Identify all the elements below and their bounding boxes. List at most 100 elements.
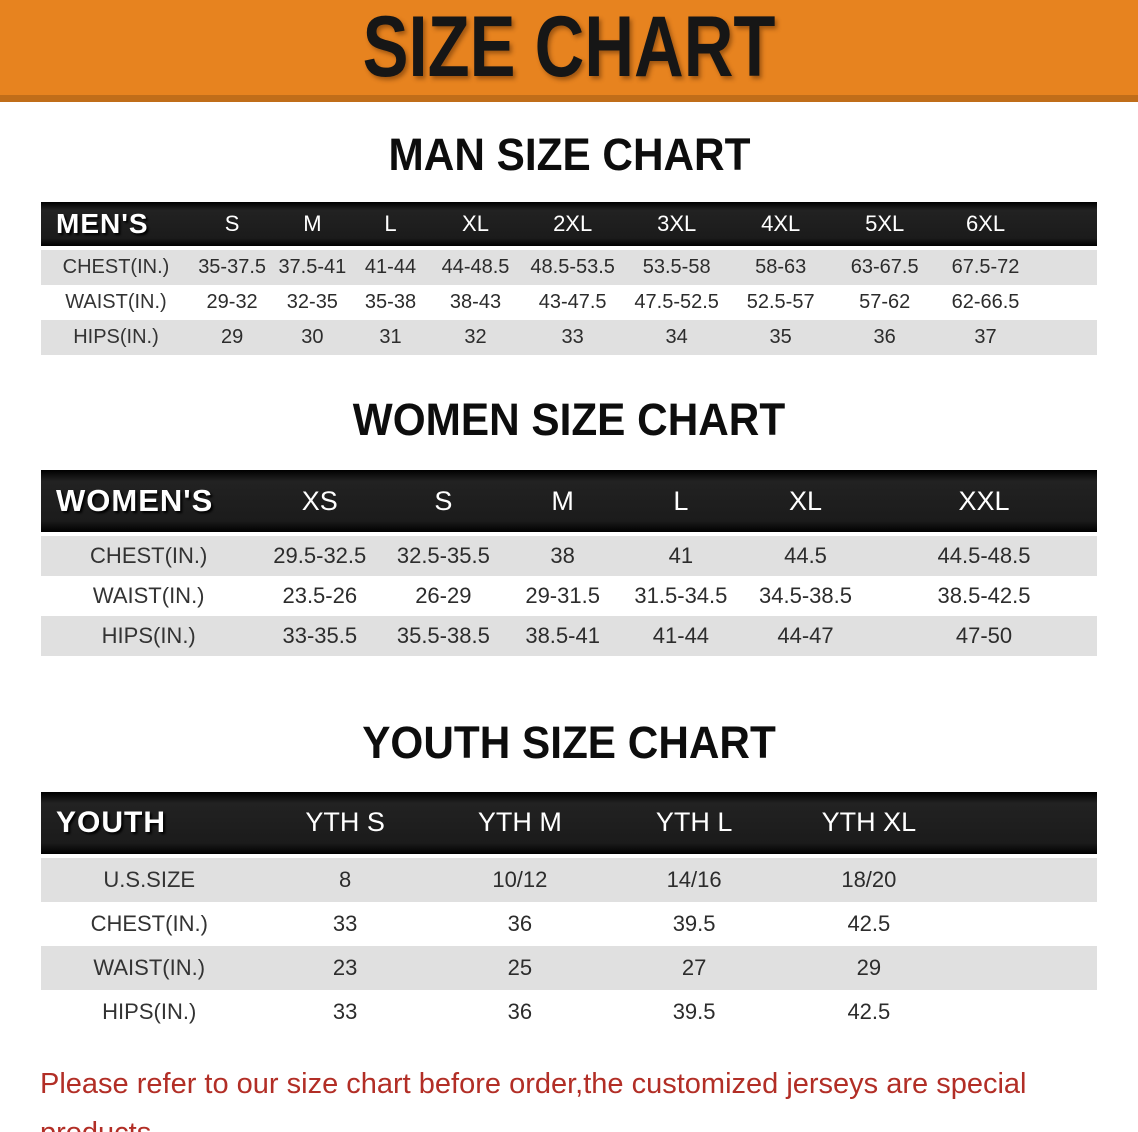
cell-value: 37.5-41 (273, 249, 352, 285)
cell-spacer (956, 901, 1097, 946)
section-title-text: WOMEN SIZE CHART (352, 393, 786, 445)
cell-value: 23 (257, 945, 433, 990)
column-header: 2XL (521, 201, 624, 250)
row-label: CHEST(IN.) (41, 536, 257, 576)
table-row: WAIST(IN.) 23 25 27 29 (41, 945, 1097, 990)
cell-value: 44-48.5 (429, 249, 522, 285)
table-header-row: YOUTH YTH S YTH M YTH L YTH XL (41, 791, 1097, 858)
table-header-row: WOMEN'S XS S M L XL XXL (41, 470, 1097, 536)
table-row: CHEST(IN.) 35-37.5 37.5-41 41-44 44-48.5 48.5… (41, 249, 1097, 285)
cell-value: 47-50 (870, 616, 1097, 656)
disclaimer-line-1: Please refer to our size chart before or… (40, 1067, 1027, 1132)
column-header-spacer (956, 791, 1097, 858)
column-header: S (383, 470, 504, 536)
cell-value: 35-37.5 (190, 249, 274, 285)
column-header: L (621, 470, 741, 536)
cell-value: 39.5 (606, 989, 782, 1034)
cell-value: 33-35.5 (256, 616, 384, 656)
cell-value: 41-44 (621, 616, 741, 656)
section-title-youth: YOUTH SIZE CHART (0, 718, 1138, 768)
men-size-table: MEN'S S M L XL 2XL 3XL 4XL 5XL 6XL CHEST(IN.) 35-37… (41, 201, 1097, 355)
cell-value: 38 (503, 536, 622, 576)
cell-value: 67.5-72 (937, 249, 1034, 285)
table-row: U.S.SIZE 8 10/12 14/16 18/20 (41, 857, 1097, 902)
column-header: XL (740, 470, 871, 536)
column-header: 6XL (937, 201, 1034, 250)
cell-value: 39.5 (606, 901, 782, 946)
cell-spacer (956, 945, 1097, 990)
cell-value: 44.5-48.5 (870, 536, 1097, 576)
cell-value: 37 (937, 319, 1034, 355)
cell-value: 32.5-35.5 (383, 536, 504, 576)
cell-value: 23.5-26 (256, 576, 384, 616)
column-header: YTH M (432, 791, 607, 858)
header-group-label: YOUTH (41, 791, 258, 858)
table-header-row: MEN'S S M L XL 2XL 3XL 4XL 5XL 6XL (41, 201, 1097, 250)
section-title-women: WOMEN SIZE CHART (0, 393, 1138, 445)
cell-value: 35 (729, 319, 832, 355)
women-size-table: WOMEN'S XS S M L XL XXL CHEST(IN.) 29.5-32.5 32.5… (41, 470, 1097, 656)
cell-value: 47.5-52.5 (623, 284, 730, 320)
cell-value: 53.5-58 (623, 249, 730, 285)
size-chart-sections: MAN SIZE CHART MEN'S S M L XL 2XL 3XL 4XL 5XL 6XL C… (0, 102, 1138, 1034)
cell-value: 26-29 (383, 576, 504, 616)
column-header: XS (256, 470, 384, 536)
row-label: HIPS(IN.) (41, 319, 191, 355)
column-header: YTH L (606, 791, 782, 858)
row-label: WAIST(IN.) (41, 945, 258, 990)
cell-value: 30 (273, 319, 352, 355)
cell-value: 57-62 (831, 284, 938, 320)
table-row: HIPS(IN.) 29 30 31 32 33 34 35 36 37 (41, 319, 1097, 355)
table-row: CHEST(IN.) 29.5-32.5 32.5-35.5 38 41 44.5 44.5… (41, 536, 1097, 576)
section-title-men: MAN SIZE CHART (0, 130, 1138, 180)
cell-value: 27 (606, 945, 782, 990)
section-women: WOMEN SIZE CHART WOMEN'S XS S M L XL XXL CHEST(I… (0, 393, 1138, 656)
cell-value: 38.5-41 (503, 616, 622, 656)
cell-value: 14/16 (606, 857, 782, 902)
cell-value: 58-63 (729, 249, 832, 285)
column-header: YTH S (257, 791, 433, 858)
cell-value: 10/12 (432, 857, 607, 902)
row-label: HIPS(IN.) (41, 616, 257, 656)
cell-value: 38-43 (429, 284, 522, 320)
section-title-text: YOUTH SIZE CHART (362, 717, 776, 768)
cell-value: 36 (432, 989, 607, 1034)
cell-value: 38.5-42.5 (870, 576, 1097, 616)
cell-value: 31.5-34.5 (621, 576, 741, 616)
cell-value: 44.5 (740, 536, 871, 576)
cell-spacer (1033, 249, 1097, 285)
cell-value: 29 (781, 945, 957, 990)
cell-spacer (1033, 319, 1097, 355)
section-men: MAN SIZE CHART MEN'S S M L XL 2XL 3XL 4XL 5XL 6XL C… (0, 130, 1138, 355)
cell-value: 33 (257, 901, 433, 946)
cell-spacer (1033, 284, 1097, 320)
cell-value: 36 (831, 319, 938, 355)
table-row: WAIST(IN.) 29-32 32-35 35-38 38-43 43-47.5 47.… (41, 284, 1097, 320)
banner-title: SIZE CHART (362, 0, 776, 95)
column-header: M (273, 201, 352, 250)
row-label: HIPS(IN.) (41, 989, 258, 1034)
youth-size-table: YOUTH YTH S YTH M YTH L YTH XL U.S.SIZE 8 10/12… (41, 791, 1097, 1034)
row-label: WAIST(IN.) (41, 284, 191, 320)
header-group-label: MEN'S (41, 201, 191, 250)
column-header: L (351, 201, 430, 250)
cell-value: 32 (429, 319, 522, 355)
column-header: YTH XL (781, 791, 957, 858)
section-title-text: MAN SIZE CHART (388, 129, 750, 180)
cell-value: 18/20 (781, 857, 957, 902)
row-label: CHEST(IN.) (41, 249, 191, 285)
cell-value: 36 (432, 901, 607, 946)
cell-value: 33 (521, 319, 624, 355)
cell-value: 48.5-53.5 (521, 249, 624, 285)
banner: SIZE CHART (0, 0, 1138, 102)
cell-value: 29.5-32.5 (256, 536, 384, 576)
cell-value: 62-66.5 (937, 284, 1034, 320)
column-header: 3XL (623, 201, 730, 250)
cell-value: 35.5-38.5 (383, 616, 504, 656)
cell-value: 42.5 (781, 989, 957, 1034)
table-row: HIPS(IN.) 33-35.5 35.5-38.5 38.5-41 41-44 44-… (41, 616, 1097, 656)
cell-value: 29 (190, 319, 274, 355)
cell-value: 35-38 (351, 284, 430, 320)
cell-value: 31 (351, 319, 430, 355)
